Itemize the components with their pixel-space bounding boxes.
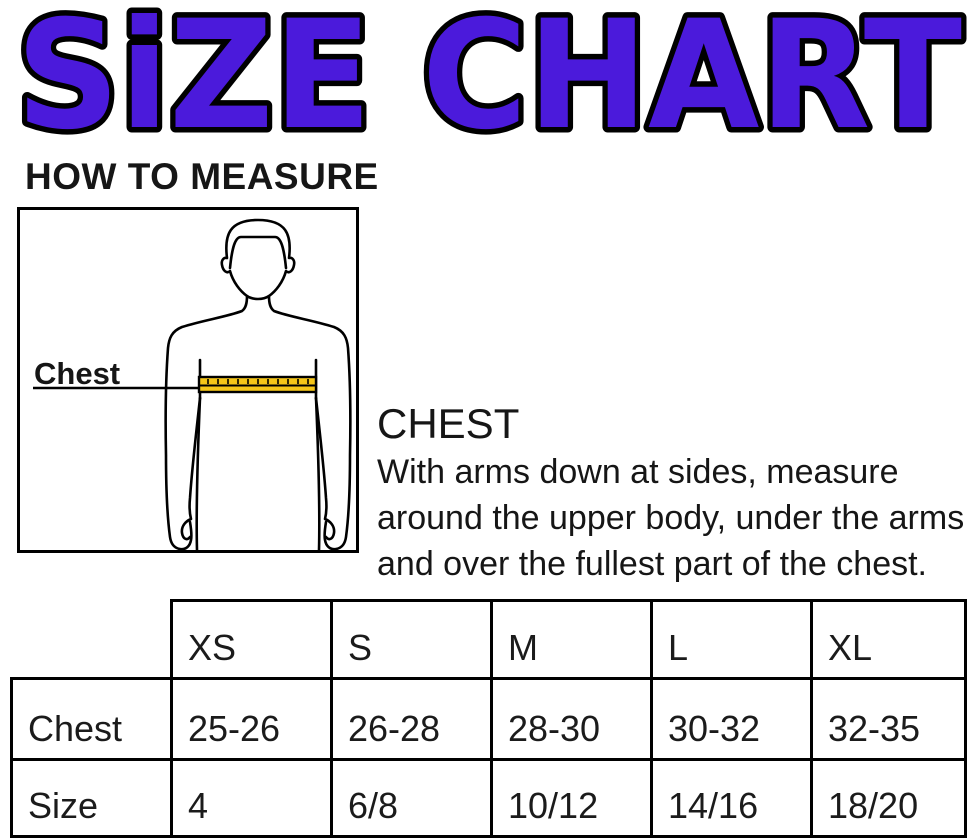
table-cell: 26-28 xyxy=(330,677,493,761)
size-column-header-l: L xyxy=(650,599,813,680)
instructions-line: around the upper body, under the arms xyxy=(377,499,965,537)
table-row-size: Size 4 6/8 10/12 14/16 18/20 xyxy=(10,758,967,838)
table-cell: 10/12 xyxy=(490,758,653,838)
size-chart-table: XS S M L XL Chest 25-26 26-28 28-30 30-3… xyxy=(10,599,967,838)
table-cell: 32-35 xyxy=(810,677,967,761)
table-cell: 30-32 xyxy=(650,677,813,761)
body-outline-svg: Chest xyxy=(33,218,352,550)
measuring-tape xyxy=(197,375,318,394)
table-cell: 4 xyxy=(170,758,333,838)
chest-instructions-heading: CHEST xyxy=(377,400,520,447)
size-column-header-xl: XL xyxy=(810,599,967,680)
head-outline xyxy=(220,218,296,301)
table-corner-spacer xyxy=(12,601,172,679)
size-column-header-xs: XS xyxy=(170,599,333,680)
row-label-chest: Chest xyxy=(10,677,173,761)
chest-label: Chest xyxy=(34,356,120,391)
row-label-size: Size xyxy=(10,758,173,838)
section-heading-how-to-measure: HOW TO MEASURE xyxy=(25,156,379,197)
title-banner: SiZE CHART xyxy=(11,0,968,156)
measurement-diagram: Chest xyxy=(17,207,359,553)
chest-instructions-text: With arms down at sides, measure around … xyxy=(377,449,964,587)
table-cell: 28-30 xyxy=(490,677,653,761)
page-title: SiZE CHART xyxy=(16,0,962,156)
size-column-header-m: M xyxy=(490,599,653,680)
size-column-header-s: S xyxy=(330,599,493,680)
table-cell: 14/16 xyxy=(650,758,813,838)
instructions-line: and over the fullest part of the chest. xyxy=(377,545,927,583)
instructions-line: With arms down at sides, measure xyxy=(377,453,899,491)
hairline xyxy=(228,235,288,270)
table-row-chest: Chest 25-26 26-28 28-30 30-32 32-35 xyxy=(10,677,967,761)
table-cell: 6/8 xyxy=(330,758,493,838)
tape-ticks xyxy=(207,379,309,384)
table-cell: 25-26 xyxy=(170,677,333,761)
table-cell: 18/20 xyxy=(810,758,967,838)
